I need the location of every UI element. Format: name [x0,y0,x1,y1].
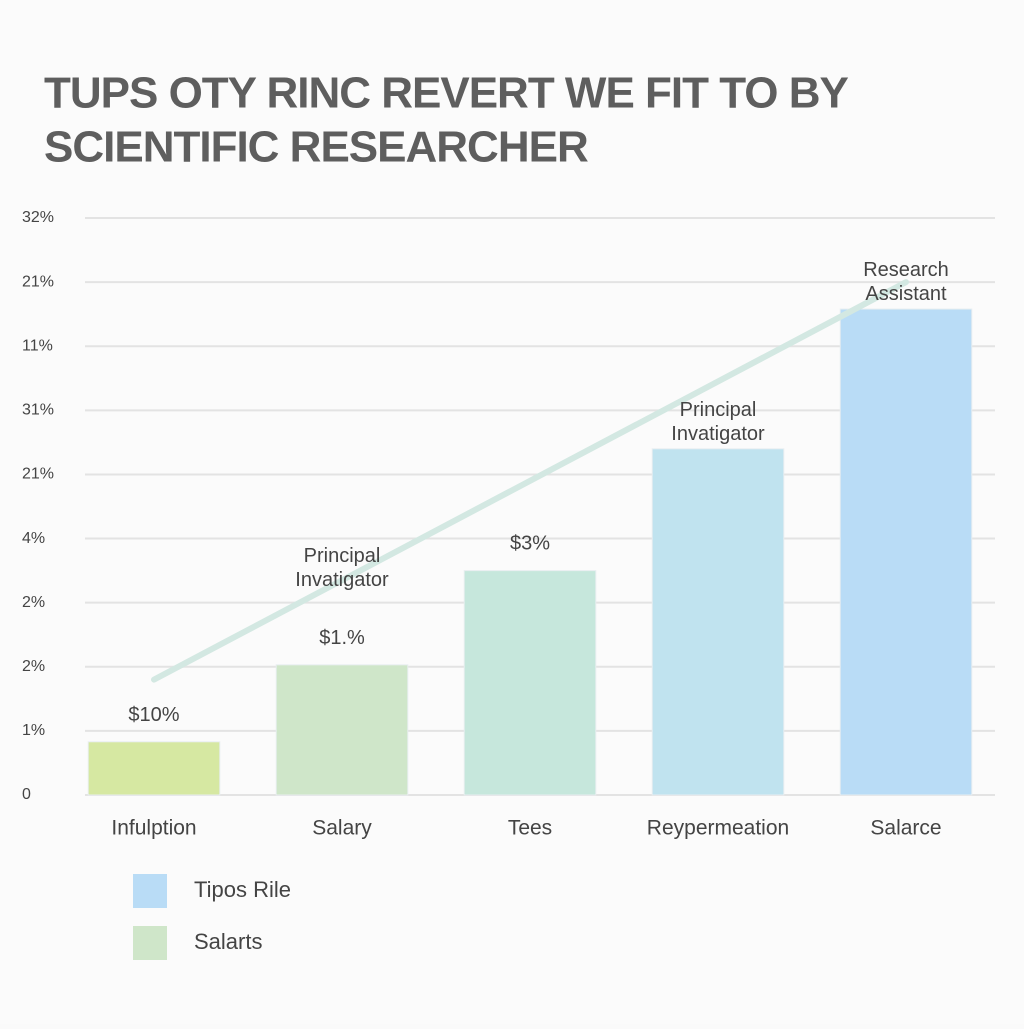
annotation-line: Research [863,259,949,281]
chart-title: SCIENTIFIC RESEARCHER [44,123,588,172]
y-tick-label: 21% [22,273,54,290]
annotation: Research Assistant [863,259,949,305]
y-tick-label: 2% [22,658,45,675]
y-tick-label: 4% [22,530,45,547]
x-tick-label: Salary [312,817,372,840]
annotation-line: Principal [304,545,381,567]
y-tick-label: 1% [22,722,45,739]
annotation-line: Principal [680,399,757,421]
bar [463,570,597,796]
annotation-line: Invatigator [671,423,765,445]
annotation: $3% [510,533,550,555]
bar [839,308,973,796]
y-tick-label: 31% [22,402,54,419]
y-tick-label: 2% [22,594,45,611]
annotation-line: $10% [128,704,179,726]
annotation: Principal Invatigator [671,399,765,445]
annotation-line: Invatigator [295,569,389,591]
y-tick-label: 0 [22,786,31,803]
x-tick-label: Infulption [111,817,196,840]
bar [87,741,221,796]
annotation-line: Assistant [865,283,947,305]
y-tick-label: 21% [22,466,54,483]
y-tick-label: 11% [22,337,53,354]
y-tick-label: 32% [22,209,54,226]
annotation-line: $1.% [319,627,365,649]
x-tick-label: Tees [508,817,552,840]
bar [275,664,409,796]
legend-label: Tipos Rile [194,877,291,902]
annotation-line: $3% [510,533,550,555]
legend-swatch [133,926,167,960]
annotation: $10% [128,704,179,726]
x-tick-label: Reypermeation [647,817,789,840]
trend-line [151,279,909,683]
annotation: Principal Invatigator [295,545,389,591]
annotation: $1.% [319,627,365,649]
bar [651,448,785,796]
x-tick-label: Salarce [870,817,941,840]
legend-swatch [133,874,167,908]
chart-title: TUPS OTY RINC REVERT WE FIT TO BY [44,69,849,118]
legend-label: Salarts [194,929,262,954]
